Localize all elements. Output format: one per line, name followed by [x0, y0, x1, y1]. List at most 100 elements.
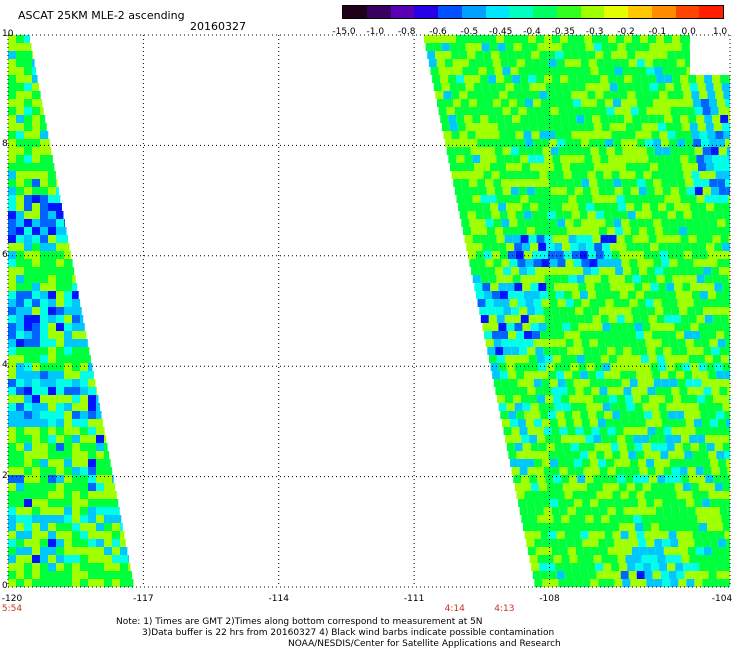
swath-cell	[536, 75, 545, 83]
swath-cell	[96, 435, 104, 443]
swath-cell	[705, 123, 714, 131]
swath-cell	[16, 275, 24, 283]
swath-cell	[536, 155, 545, 163]
swath-cell	[726, 579, 730, 587]
swath-cell	[600, 155, 609, 163]
swath-cell	[544, 115, 553, 123]
swath-cell	[449, 43, 458, 51]
swath-cell	[80, 323, 85, 331]
swath-cell	[562, 363, 571, 371]
swath-cell	[518, 187, 527, 195]
swath-cell	[682, 243, 691, 251]
swath-cell	[548, 99, 557, 107]
swath-cell	[597, 299, 606, 307]
swath-cell	[511, 467, 520, 475]
swath-cell	[539, 523, 548, 531]
swath-cell	[661, 179, 670, 187]
swath-cell	[689, 435, 698, 443]
swath-cell	[603, 211, 612, 219]
swath-cell	[40, 323, 48, 331]
swath-cell	[635, 211, 644, 219]
swath-cell	[550, 67, 559, 75]
swath-cell	[704, 315, 713, 323]
swath-cell	[559, 267, 568, 275]
swath-cell	[482, 323, 491, 331]
swath-cell	[616, 235, 625, 243]
swath-cell	[128, 563, 131, 571]
swath-cell	[600, 115, 609, 123]
swath-cell	[112, 555, 120, 563]
swath-cell	[620, 491, 629, 499]
swath-cell	[540, 451, 549, 459]
swath-cell	[518, 67, 527, 75]
swath-cell	[718, 459, 727, 467]
swath-cell	[552, 275, 561, 283]
swath-cell	[559, 387, 568, 395]
swath-cell	[451, 91, 460, 99]
swath-cell	[104, 579, 112, 587]
swath-cell	[48, 427, 56, 435]
swath-cell	[566, 499, 575, 507]
swath-cell	[536, 235, 545, 243]
swath-cell	[592, 195, 601, 203]
swath-cell	[40, 475, 48, 483]
swath-cell	[596, 371, 605, 379]
swath-cell	[490, 323, 499, 331]
swath-cell	[594, 323, 603, 331]
longitude-label: -117	[133, 594, 154, 604]
swath-cell	[546, 243, 555, 251]
swath-cell	[715, 131, 724, 139]
swath-cell	[624, 115, 633, 123]
swath-cell	[594, 443, 603, 451]
swath-cell	[491, 251, 500, 259]
swath-cell	[652, 411, 661, 419]
swath-cell	[562, 403, 571, 411]
swath-cell	[713, 395, 722, 403]
swath-cell	[96, 571, 104, 579]
swath-cell	[605, 419, 614, 427]
swath-cell	[619, 91, 628, 99]
swath-cell	[695, 507, 704, 515]
latitude-label: 0	[2, 581, 8, 591]
swath-cell	[478, 147, 487, 155]
swath-cell	[505, 435, 514, 443]
swath-cell	[490, 363, 499, 371]
swath-cell	[112, 515, 120, 523]
swath-cell	[583, 267, 592, 275]
swath-cell	[662, 107, 671, 115]
swath-cell	[555, 131, 564, 139]
swath-cell	[699, 131, 708, 139]
swath-cell	[603, 563, 612, 571]
swath-cell	[564, 371, 573, 379]
swath-cell	[652, 451, 661, 459]
swath-cell	[8, 355, 16, 363]
swath-cell	[689, 83, 698, 91]
swath-cell	[537, 43, 546, 51]
swath-cell	[488, 275, 497, 283]
swath-cell	[16, 579, 24, 587]
swath-cell	[619, 251, 628, 259]
swath-cell	[40, 275, 48, 283]
swath-cell	[596, 411, 605, 419]
swath-cell	[603, 251, 612, 259]
swath-cell	[8, 75, 16, 83]
swath-cell	[552, 355, 561, 363]
swath-cell	[80, 491, 88, 499]
swath-cell	[8, 411, 16, 419]
swath-cell	[487, 347, 496, 355]
swath-cell	[104, 427, 105, 435]
swath-cell	[24, 211, 32, 219]
swath-cell	[96, 539, 104, 547]
swath-cell	[717, 419, 726, 427]
swath-cell	[591, 347, 600, 355]
swath-cell	[32, 283, 40, 291]
swath-cell	[605, 339, 614, 347]
swath-cell	[540, 531, 549, 539]
swath-cell	[680, 195, 689, 203]
swath-cell	[559, 467, 568, 475]
swath-cell	[24, 379, 32, 387]
swath-cell	[48, 155, 53, 163]
swath-cell	[585, 515, 594, 523]
swath-cell	[594, 483, 603, 491]
swath-cell	[120, 515, 122, 523]
